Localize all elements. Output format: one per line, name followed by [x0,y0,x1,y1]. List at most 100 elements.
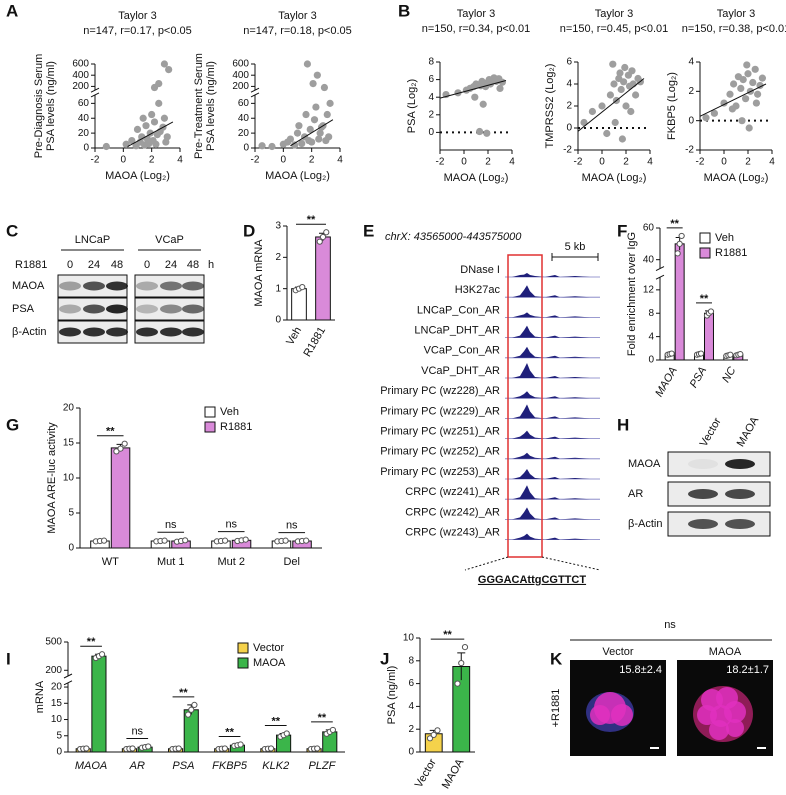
replicate-point [221,745,228,752]
cell-nucleus [611,704,633,726]
chart-subtitle: n=147, r=0.18, p<0.05 [243,25,352,37]
panel-letter: I [6,649,11,668]
significance-label: ** [87,636,96,648]
y-tick-label: 500 [45,637,62,648]
replicate-point [737,351,744,358]
legend-label: Vector [253,642,285,654]
x-tick-label: 0 [599,157,605,168]
timepoint-label: 0 [144,259,150,271]
y-tick-label: 6 [428,74,434,85]
replicate-point [282,537,289,544]
y-axis-label: MAOA ARE-luc activity [46,422,58,534]
significance-label: ** [271,715,280,727]
legend-swatch [204,406,216,418]
y-tick-label: 10 [403,633,415,644]
blot-box [667,511,771,537]
y-tick-label: 200 [45,665,62,676]
data-point [293,129,302,137]
data-point [303,60,312,68]
data-point [291,141,299,149]
x-tick-label: -2 [436,157,445,168]
x-tick-label: 0 [121,155,127,166]
panel-letter: K [550,649,563,668]
track-label: Primary PC (wz252)_AR [380,446,500,458]
x-tick-label: -2 [251,155,260,166]
cell-line-label: LNCaP [75,234,110,246]
x-tick-label: Del [283,556,300,568]
bar [674,243,685,361]
replicate-point [676,240,683,247]
y-tick-label: 40 [643,254,655,265]
data-point [286,135,295,143]
significance-label: ** [225,726,234,738]
track-label: Primary PC (wz229)_AR [380,405,500,417]
y-tick-label: 60 [643,223,655,234]
x-tick-label: 2 [745,157,751,168]
replicate-point [182,537,189,544]
legend-swatch [204,421,216,433]
data-point [751,65,759,73]
image-row-label: +R1881 [550,689,562,728]
x-tick-label: MAOA [653,365,680,399]
y-tick-label: 2 [566,101,572,112]
replicate-point [299,284,306,291]
blot-band [160,304,182,314]
data-point [326,99,334,107]
y-tick-label: 20 [238,128,250,139]
replicate-point [129,745,136,752]
fit-line [290,119,334,147]
data-point [618,135,627,143]
x-tick-label: 0 [281,155,287,166]
y-tick-label: 0 [428,127,434,138]
axis-break [90,92,100,98]
chart-subtitle: n=150, r=0.45, p<0.01 [560,23,669,35]
data-point [758,74,767,82]
y-tick-label: 0 [566,123,572,134]
y-tick-label: 0 [275,315,281,326]
data-point [754,90,762,98]
legend-label: R1881 [715,247,747,259]
y-tick-label: 4 [648,331,654,342]
blot-band [182,327,204,337]
time-unit: h [208,259,214,271]
replicate-point [697,350,705,357]
data-point [726,90,734,98]
y-tick-label: 4 [688,57,694,68]
x-tick-label: AR [129,760,145,772]
blot-band [725,519,755,529]
legend-label: Veh [715,232,734,244]
replicate-point [188,706,195,713]
blot-band [688,519,718,529]
y-tick-label: 6 [566,57,572,68]
y-tick-label: 0 [408,747,414,758]
cell-line-label: VCaP [155,234,184,246]
fit-line [699,83,767,117]
y-tick-label: 8 [648,308,654,319]
track-label: CRPC (wz241)_AR [405,486,500,498]
replicate-point [242,536,249,543]
bar [703,312,714,361]
significance-label: ** [106,426,115,438]
panel-letter: B [398,1,410,20]
replicate-point [303,537,310,544]
chart-subtitle: n=150, r=0.34, p<0.01 [422,23,531,35]
legend-swatch [699,247,711,259]
track-label: Primary PC (wz251)_AR [380,426,500,438]
blot-band [182,281,204,291]
track-label: DNase I [460,264,500,276]
y-tick-label: 0 [243,143,249,154]
track-label: CRPC (wz243)_AR [405,527,500,539]
blot-band [83,281,105,291]
data-point [632,91,640,99]
data-point [621,63,629,72]
track-label: VCaP_Con_AR [424,345,500,357]
data-point [150,83,159,92]
blot-band [83,327,105,337]
x-tick-label: Veh [284,325,304,347]
data-point [606,91,615,99]
y-tick-label: -2 [563,145,572,156]
axis-break [655,266,665,272]
cell-nucleus [590,705,610,725]
replicate-point [237,741,244,748]
